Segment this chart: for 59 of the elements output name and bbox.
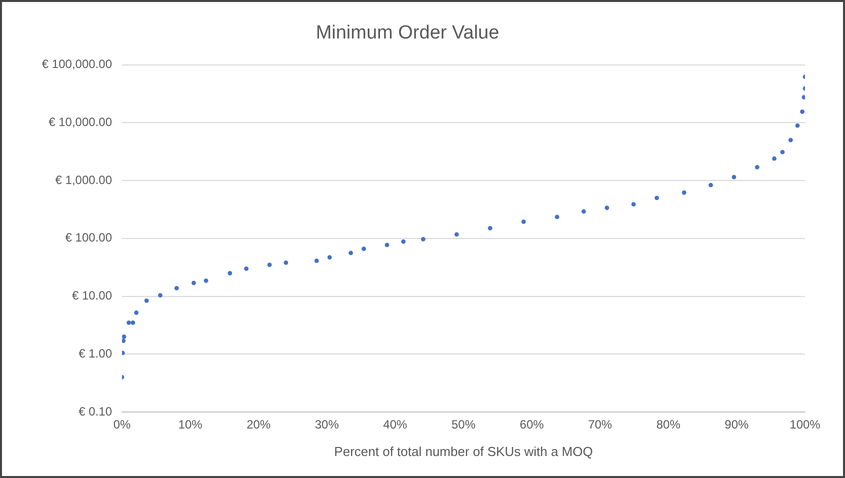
point xyxy=(144,298,149,303)
point xyxy=(228,271,232,276)
point xyxy=(126,320,132,325)
point xyxy=(284,260,288,265)
point xyxy=(348,250,354,256)
point xyxy=(204,278,208,283)
y-tick-label: € 0.10 xyxy=(78,404,112,418)
point xyxy=(654,196,659,200)
point xyxy=(454,232,459,237)
point xyxy=(582,209,586,214)
x-tick-label: 50% xyxy=(451,418,476,432)
point xyxy=(772,156,776,161)
point xyxy=(401,239,406,244)
point xyxy=(384,242,390,248)
x-tick-label: 60% xyxy=(520,418,544,432)
x-tick-label: 10% xyxy=(178,418,203,432)
x-tick-label: 0% xyxy=(113,418,131,432)
point xyxy=(682,190,686,195)
y-tick-label: € 1.00 xyxy=(78,346,112,360)
point xyxy=(780,150,785,154)
point xyxy=(800,109,804,114)
point xyxy=(244,266,249,271)
point xyxy=(267,262,272,267)
point xyxy=(122,338,126,343)
point xyxy=(192,280,196,286)
point xyxy=(604,206,610,210)
y-tick-label: € 100,000.00 xyxy=(42,57,112,72)
point xyxy=(554,214,560,220)
y-tick-label: € 100.00 xyxy=(65,230,112,245)
point xyxy=(802,95,805,100)
point xyxy=(362,246,366,252)
x-axis-title: Percent of total number of SKUs with a MOQ xyxy=(334,444,593,459)
point xyxy=(174,286,179,290)
point xyxy=(521,220,526,224)
y-tick-label: € 1,000.00 xyxy=(55,172,112,187)
point xyxy=(795,123,800,128)
x-tick-label: 20% xyxy=(246,418,271,432)
point xyxy=(788,138,793,142)
x-tick-label: 30% xyxy=(314,418,340,432)
x-tick-label: 80% xyxy=(656,418,681,432)
x-tick-label: 90% xyxy=(724,418,750,432)
point xyxy=(314,258,319,264)
point xyxy=(130,320,136,325)
point xyxy=(732,174,736,180)
x-tick-label: 40% xyxy=(383,418,408,432)
point xyxy=(122,334,126,339)
point xyxy=(158,293,162,298)
y-tick-label: € 10.00 xyxy=(72,288,112,303)
x-tick-label: 70% xyxy=(588,418,612,432)
point xyxy=(327,255,332,260)
point xyxy=(488,226,492,230)
point xyxy=(421,236,426,242)
y-tick-label: € 10,000.00 xyxy=(48,114,112,129)
chart-title: Minimum Order Value xyxy=(316,22,500,44)
point xyxy=(134,310,139,315)
x-tick-label: 100% xyxy=(790,418,821,432)
point xyxy=(631,202,636,207)
point xyxy=(754,165,760,170)
point xyxy=(708,182,713,188)
